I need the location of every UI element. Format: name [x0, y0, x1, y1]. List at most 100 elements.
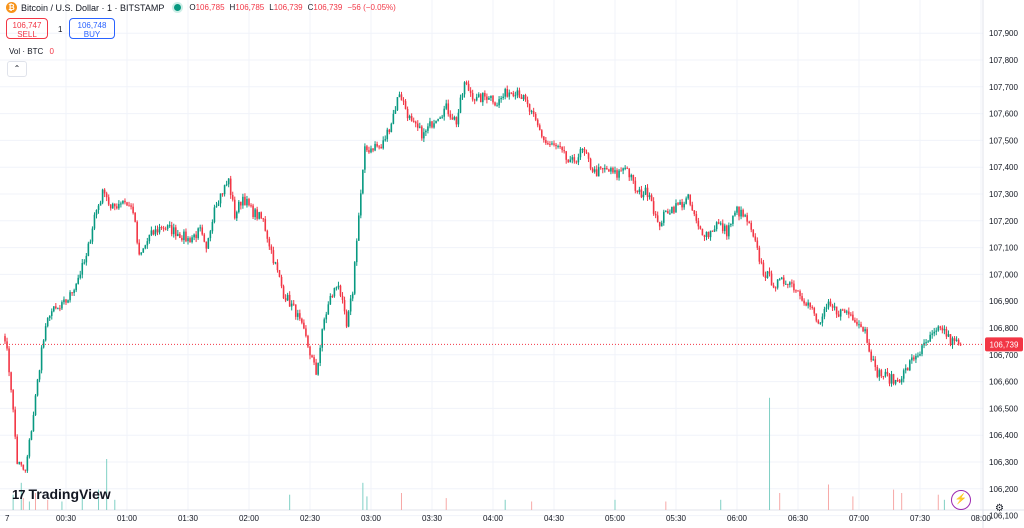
volume-bar	[34, 493, 36, 510]
candle-body	[278, 270, 281, 277]
candle-body	[929, 334, 931, 342]
candle-body	[604, 168, 606, 170]
candle-body	[553, 143, 555, 145]
candle-body	[543, 136, 545, 141]
volume-bar	[901, 493, 903, 510]
candle-body	[181, 237, 183, 241]
candle-body	[660, 222, 663, 227]
candle-body	[317, 363, 319, 375]
tradingview-logo[interactable]: 17 TradingView	[12, 486, 111, 502]
candle-body	[16, 436, 18, 464]
candle-body	[120, 203, 122, 205]
candle-body	[825, 307, 828, 310]
candle-body	[416, 123, 419, 128]
y-tick-label: 107,700	[989, 83, 1018, 92]
volume-bar	[366, 496, 368, 510]
candle-body	[782, 277, 785, 284]
candle-body	[695, 214, 698, 221]
candle-body	[345, 311, 348, 327]
candle-body	[587, 153, 590, 159]
candle-body	[32, 415, 35, 432]
candle-body	[205, 241, 208, 249]
volume-bar	[937, 494, 939, 510]
candle-body	[421, 126, 423, 139]
candle-body	[667, 211, 669, 214]
y-tick-label: 107,200	[989, 217, 1018, 226]
volume-bar	[943, 499, 945, 510]
candle-body	[158, 227, 161, 233]
sell-button[interactable]: 106,747 SELL	[6, 18, 48, 39]
candle-body	[628, 168, 631, 178]
candle-body	[504, 89, 506, 97]
candle-body	[388, 129, 391, 133]
candle-body	[152, 230, 155, 235]
candle-body	[199, 227, 201, 229]
candle-body	[575, 161, 578, 163]
candle-body	[732, 215, 734, 224]
candle-body	[193, 234, 195, 238]
candle-body	[595, 169, 598, 177]
buy-button[interactable]: 106,748 BUY	[69, 18, 115, 39]
candle-body	[697, 220, 700, 227]
candle-body	[52, 306, 55, 312]
candle-body	[20, 461, 23, 465]
candle-body	[742, 209, 744, 217]
candle-body	[831, 305, 834, 308]
volume-bar	[22, 498, 24, 510]
candle-body	[225, 184, 228, 186]
candle-body	[101, 189, 104, 203]
candle-body	[791, 282, 793, 284]
candle-body	[874, 359, 877, 367]
candle-body	[150, 230, 153, 235]
y-tick-label: 107,400	[989, 163, 1018, 172]
candle-body	[99, 202, 102, 206]
candle-body	[819, 322, 822, 324]
candle-body	[522, 94, 525, 100]
gear-icon[interactable]: ⚙	[995, 503, 1004, 514]
candle-body	[807, 302, 809, 306]
candle-body	[488, 97, 490, 100]
lightning-icon[interactable]: ⚡	[951, 490, 971, 510]
candle-body	[640, 189, 643, 198]
candle-body	[809, 302, 811, 307]
x-tick-label: 07:00	[849, 514, 870, 523]
candle-body	[71, 292, 73, 294]
candle-body	[357, 215, 360, 241]
candle-body	[12, 390, 14, 410]
candle-body	[652, 201, 655, 214]
low-label: L	[269, 3, 274, 12]
candle-body	[850, 314, 852, 316]
candle-body	[520, 97, 523, 100]
candle-body	[55, 306, 57, 309]
candle-body	[774, 287, 777, 289]
candle-body	[327, 304, 330, 315]
candle-body	[282, 286, 285, 299]
chevron-up-icon[interactable]: ⌃	[7, 61, 27, 77]
candle-body	[406, 108, 409, 119]
candle-body	[400, 94, 403, 101]
candle-body	[632, 174, 635, 181]
candle-body	[301, 318, 303, 323]
candle-body	[707, 231, 710, 238]
candle-body	[953, 338, 956, 341]
candle-body	[606, 168, 608, 170]
volume-bar	[114, 499, 116, 510]
candle-body	[179, 233, 181, 238]
candle-body	[677, 203, 679, 205]
symbol-title[interactable]: Bitcoin / U.S. Dollar · 1 · BITSTAMP	[21, 2, 165, 13]
candle-body	[105, 193, 108, 198]
candle-body	[437, 118, 439, 121]
logo-text: TradingView	[28, 486, 111, 502]
candle-body	[138, 242, 140, 255]
candle-body	[22, 464, 25, 470]
candle-body	[376, 144, 378, 147]
candle-body	[244, 196, 246, 206]
candle-body	[561, 146, 563, 151]
candle-body	[148, 234, 151, 242]
candle-body	[839, 309, 842, 317]
candle-body	[425, 130, 427, 133]
candle-body	[673, 206, 675, 213]
candle-body	[116, 206, 118, 209]
sell-price: 106,747	[12, 21, 42, 30]
